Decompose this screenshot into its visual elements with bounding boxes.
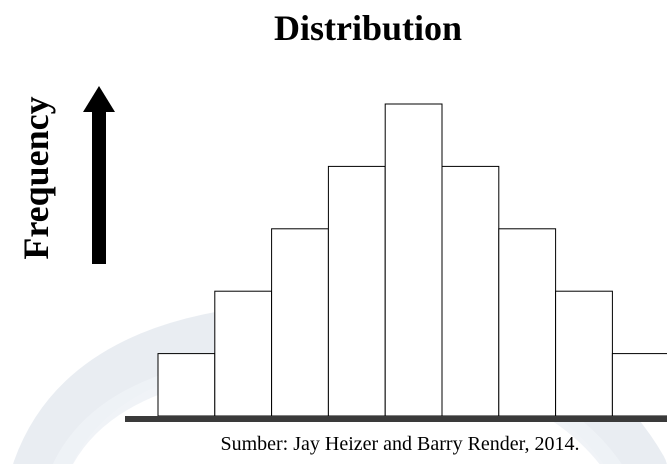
histogram-bar-9 [611,353,667,417]
histogram-bar-7 [498,228,557,417]
histogram-bars [157,103,667,417]
histogram-bar-8 [555,290,613,417]
histogram-bar-6 [441,165,500,417]
y-axis-arrow [83,86,115,264]
histogram-bar-4 [327,165,386,417]
source-caption: Sumber: Jay Heizer and Barry Render, 201… [220,433,579,455]
y-axis-label: Frequency [16,96,56,259]
histogram-bar-2 [214,290,273,417]
histogram-bar-3 [271,228,329,417]
histogram-bar-5 [384,103,443,417]
chart-title: Distribution [274,8,462,48]
histogram-bar-1 [157,353,216,417]
x-axis-line [125,416,667,422]
